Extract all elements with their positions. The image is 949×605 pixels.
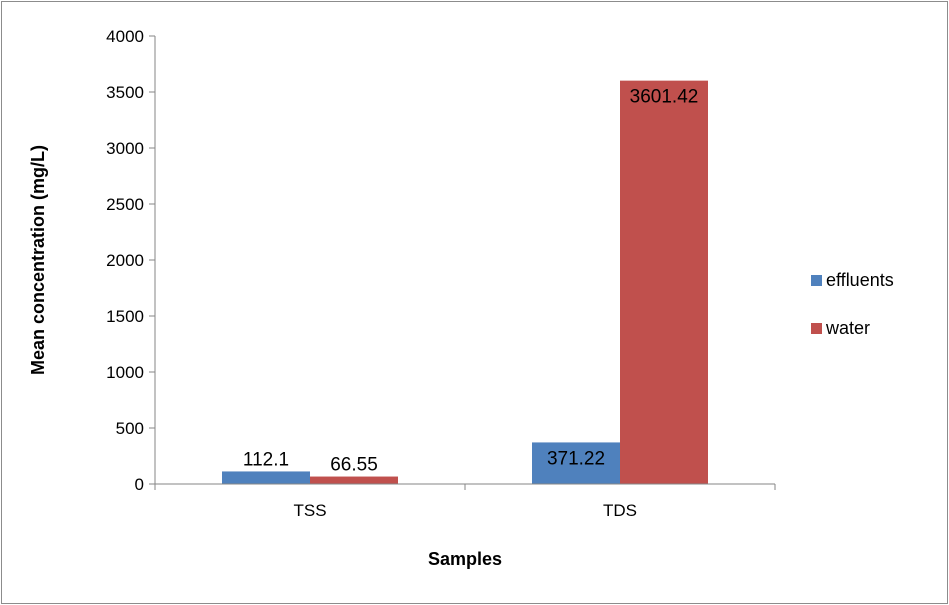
x-tick-label: TSS — [293, 501, 326, 520]
data-label: 66.55 — [330, 455, 378, 476]
bars — [222, 80, 708, 484]
y-tick-label: 0 — [135, 475, 144, 494]
x-axis-title: Samples — [428, 549, 502, 569]
y-tick-label: 2500 — [106, 195, 144, 214]
data-label: 3601.42 — [630, 87, 699, 108]
y-tick-label: 500 — [116, 419, 144, 438]
y-axis-ticks: 0 500 1000 1500 2000 2500 3000 3500 4000 — [106, 27, 155, 494]
bar-water-TSS — [310, 476, 398, 484]
legend-swatch-water — [811, 323, 822, 334]
y-tick-label: 1000 — [106, 363, 144, 382]
data-labels: 112.1 66.55 371.22 3601.42 — [243, 87, 698, 476]
bar-water-TDS — [620, 80, 708, 484]
bar-effluents-TSS — [222, 471, 310, 484]
legend-label-water: water — [825, 318, 870, 338]
y-tick-label: 3500 — [106, 83, 144, 102]
legend-swatch-effluents — [811, 275, 822, 286]
y-tick-label: 1500 — [106, 307, 144, 326]
y-tick-label: 2000 — [106, 251, 144, 270]
x-tick-label: TDS — [603, 501, 637, 520]
legend-label-effluents: effluents — [826, 270, 894, 290]
data-label: 112.1 — [243, 449, 289, 470]
y-tick-label: 3000 — [106, 139, 144, 158]
y-tick-label: 4000 — [106, 27, 144, 46]
legend: effluents water — [811, 270, 894, 338]
x-axis-ticks: TSS TDS — [154, 484, 776, 520]
bar-effluents-TDS — [532, 442, 620, 484]
y-axis-title: Mean concentration (mg/L) — [28, 145, 48, 375]
data-label: 371.22 — [547, 448, 605, 469]
